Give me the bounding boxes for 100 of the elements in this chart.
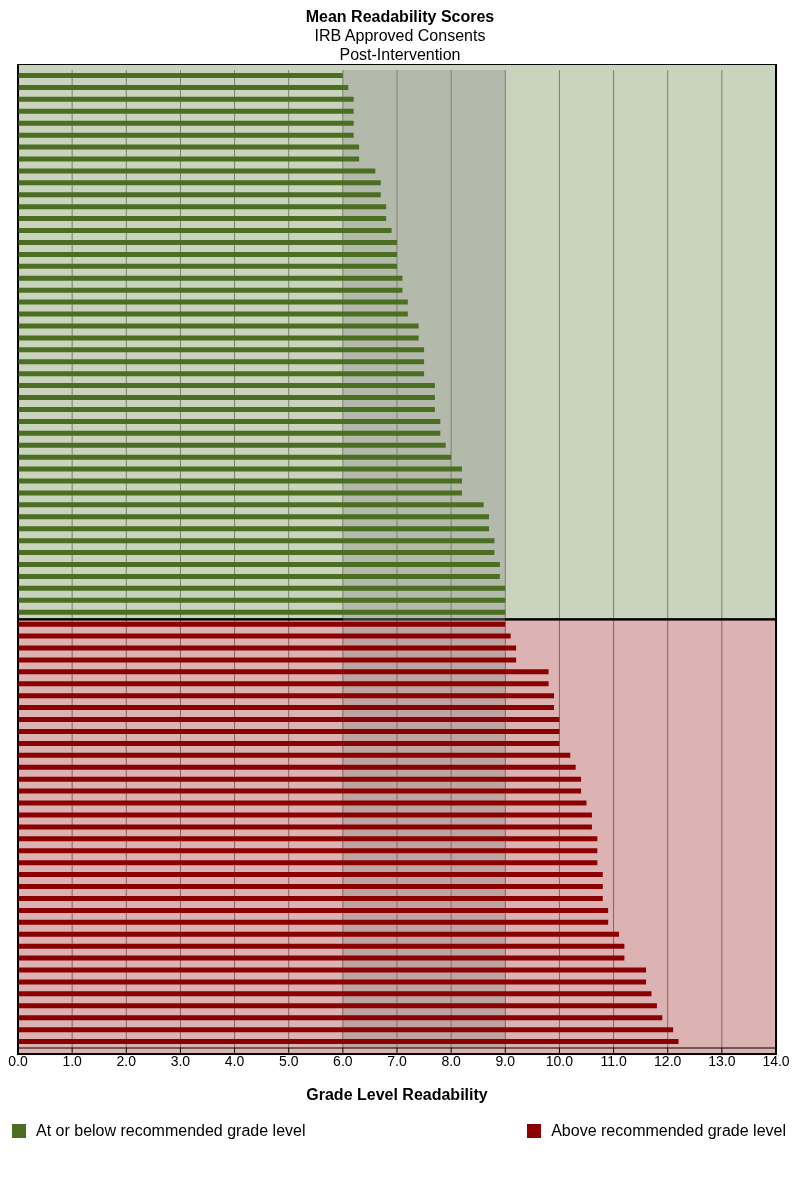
bar: [18, 156, 360, 162]
bar: [18, 299, 408, 305]
bar: [18, 788, 582, 794]
bar: [18, 251, 397, 257]
bar: [18, 73, 343, 78]
bar: [18, 550, 495, 556]
x-tick-label: 3.0: [170, 1052, 191, 1069]
bar: [18, 848, 598, 854]
bar: [18, 824, 592, 830]
bar: [18, 1015, 663, 1021]
bar: [18, 681, 549, 687]
bar: [18, 490, 462, 496]
bar: [18, 693, 555, 699]
legend-label: At or below recommended grade level: [36, 1122, 306, 1140]
bar: [18, 657, 517, 663]
x-tick-label: 11.0: [600, 1052, 627, 1069]
bar: [18, 442, 446, 448]
bar: [18, 287, 403, 293]
bar: [18, 84, 349, 90]
bar: [18, 120, 354, 126]
bar: [18, 96, 354, 102]
x-tick-label: 13.0: [708, 1052, 736, 1069]
bar: [18, 919, 609, 925]
bar: [18, 645, 517, 651]
bar: [18, 454, 452, 460]
bar: [18, 263, 397, 269]
bar: [18, 967, 647, 973]
bar: [18, 502, 484, 508]
bar: [18, 395, 435, 401]
bar: [18, 836, 598, 842]
bar: [18, 538, 495, 544]
bar: [18, 132, 354, 138]
bar: [18, 418, 441, 424]
x-tick-label: 2.0: [116, 1052, 137, 1069]
bar: [18, 573, 500, 579]
bar: [18, 347, 425, 353]
chart-title: Mean Readability Scores: [304, 8, 496, 26]
bar: [18, 943, 625, 949]
bar: [18, 728, 560, 734]
bar: [18, 275, 403, 281]
bar: [18, 872, 603, 878]
x-tick-label: 1.0: [62, 1052, 83, 1069]
bar: [18, 526, 490, 532]
bar: [18, 609, 506, 615]
bar: [18, 752, 571, 758]
bar: [18, 192, 381, 198]
bar: [18, 204, 387, 210]
bar: [18, 228, 392, 234]
x-tick-label: 8.0: [441, 1052, 462, 1069]
bar: [18, 168, 376, 174]
bar: [18, 514, 490, 520]
bar: [18, 1039, 679, 1045]
bar: [18, 597, 506, 603]
bar: [18, 895, 603, 901]
bar: [18, 562, 500, 567]
bar: [18, 633, 511, 639]
x-tick-label: 14.0: [762, 1052, 790, 1069]
bar: [18, 406, 435, 412]
bar: [18, 323, 419, 329]
bar: [18, 430, 441, 436]
bar: [18, 860, 598, 866]
bar: [18, 907, 609, 913]
x-tick-label: 10.0: [545, 1052, 574, 1069]
legend-label: Above recommended grade level: [551, 1122, 786, 1140]
x-tick-label: 5.0: [278, 1052, 299, 1069]
bar: [18, 1027, 674, 1033]
bar: [18, 335, 419, 341]
bar: [18, 800, 587, 806]
bar: [18, 585, 506, 591]
bar: [18, 383, 435, 389]
x-tick-label: 7.0: [387, 1052, 407, 1069]
bar: [18, 478, 462, 484]
bar: [18, 884, 603, 890]
bar: [18, 1003, 657, 1009]
bar: [18, 466, 462, 472]
x-tick-label: 9.0: [495, 1052, 516, 1069]
bar: [18, 180, 381, 186]
bar: [18, 359, 425, 365]
x-tick-label: 4.0: [224, 1052, 245, 1069]
bar: [18, 717, 560, 723]
bar: [18, 812, 592, 818]
x-tick-label: 0.0: [8, 1052, 28, 1069]
bar: [18, 216, 387, 222]
bar: [18, 311, 408, 317]
x-axis-title: Grade Level Readability: [306, 1086, 488, 1103]
bar: [18, 979, 647, 985]
bar: [18, 108, 354, 114]
bar: [18, 764, 576, 770]
bar: [18, 776, 582, 782]
bar: [18, 991, 652, 997]
x-tick-label: 12.0: [654, 1052, 682, 1069]
bar: [18, 955, 625, 961]
chart-subtitle: IRB Approved Consents Post-Intervention: [313, 26, 487, 64]
bar: [18, 144, 360, 150]
bar: [18, 371, 425, 377]
bar: [18, 669, 549, 675]
bar: [18, 705, 555, 711]
bar: [18, 740, 560, 746]
x-tick-label: 6.0: [333, 1052, 353, 1069]
bar: [18, 621, 506, 627]
